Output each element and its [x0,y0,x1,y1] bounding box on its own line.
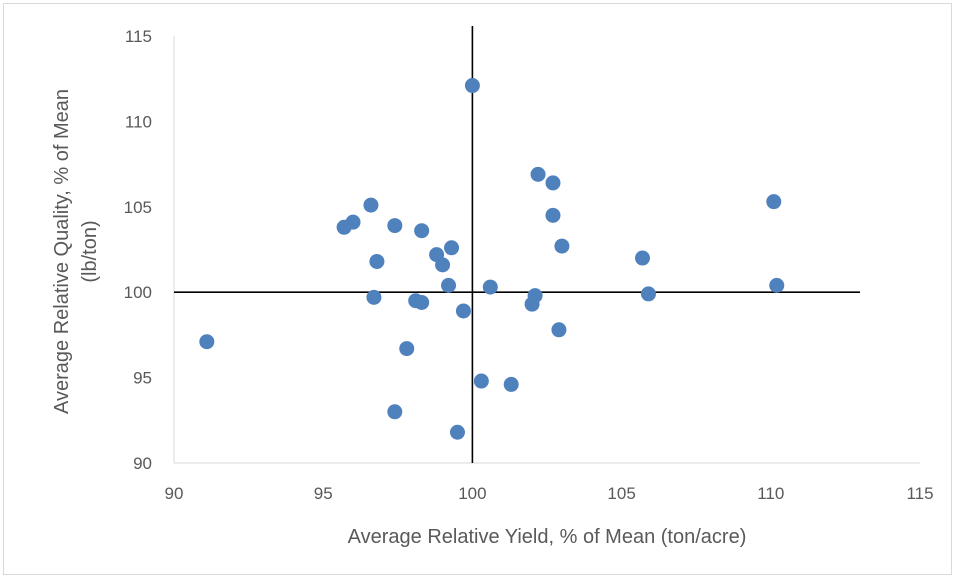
x-tick-label: 100 [458,484,486,503]
y-tick-label: 90 [133,454,152,473]
chart-frame [3,3,952,575]
data-point [449,424,465,440]
x-tick-label: 105 [607,484,635,503]
x-axis-title: Average Relative Yield, % of Mean (ton/a… [348,526,747,548]
x-tick-label: 90 [165,484,184,503]
y-tick-labels: 90 95 100 105 110 115 [124,27,152,473]
y-axis-title-line-2: (lb/ton) [79,220,101,282]
data-point [554,238,570,254]
data-point [399,341,415,357]
data-point [387,404,403,420]
axes [173,36,920,464]
data-point [640,286,656,302]
data-point [634,250,650,266]
x-tick-label: 115 [906,484,933,503]
y-tick-label: 115 [125,27,152,46]
data-point [482,279,498,295]
data-point [345,214,361,230]
data-point [387,218,403,234]
data-point [527,288,543,304]
data-point [551,322,567,338]
data-point [199,334,215,350]
data-points [199,78,785,440]
data-point [545,207,561,223]
data-point [545,175,561,191]
x-tick-label: 110 [757,484,784,503]
data-point [435,257,451,273]
y-tick-label: 105 [124,198,152,217]
data-point [369,253,385,269]
data-point [766,194,782,210]
data-point [473,373,489,389]
data-point [414,294,430,310]
y-axis-title: Average Relative Quality, % of Mean (lb/… [51,89,101,414]
y-axis-title-line-1: Average Relative Quality, % of Mean [51,89,73,414]
data-point [530,166,546,182]
data-point [503,376,519,392]
y-tick-label: 95 [133,369,152,388]
data-point [414,223,430,239]
data-point [455,303,471,319]
data-point [444,240,460,256]
x-tick-label: 95 [314,484,333,503]
y-tick-label: 110 [125,112,152,131]
x-tick-labels: 90 95 100 105 110 115 [165,484,934,503]
data-point [366,289,382,305]
data-point [769,277,785,293]
data-point [464,78,480,94]
data-point [363,197,379,213]
y-tick-label: 100 [124,283,152,302]
reference-lines [174,26,860,463]
data-point [441,277,457,293]
